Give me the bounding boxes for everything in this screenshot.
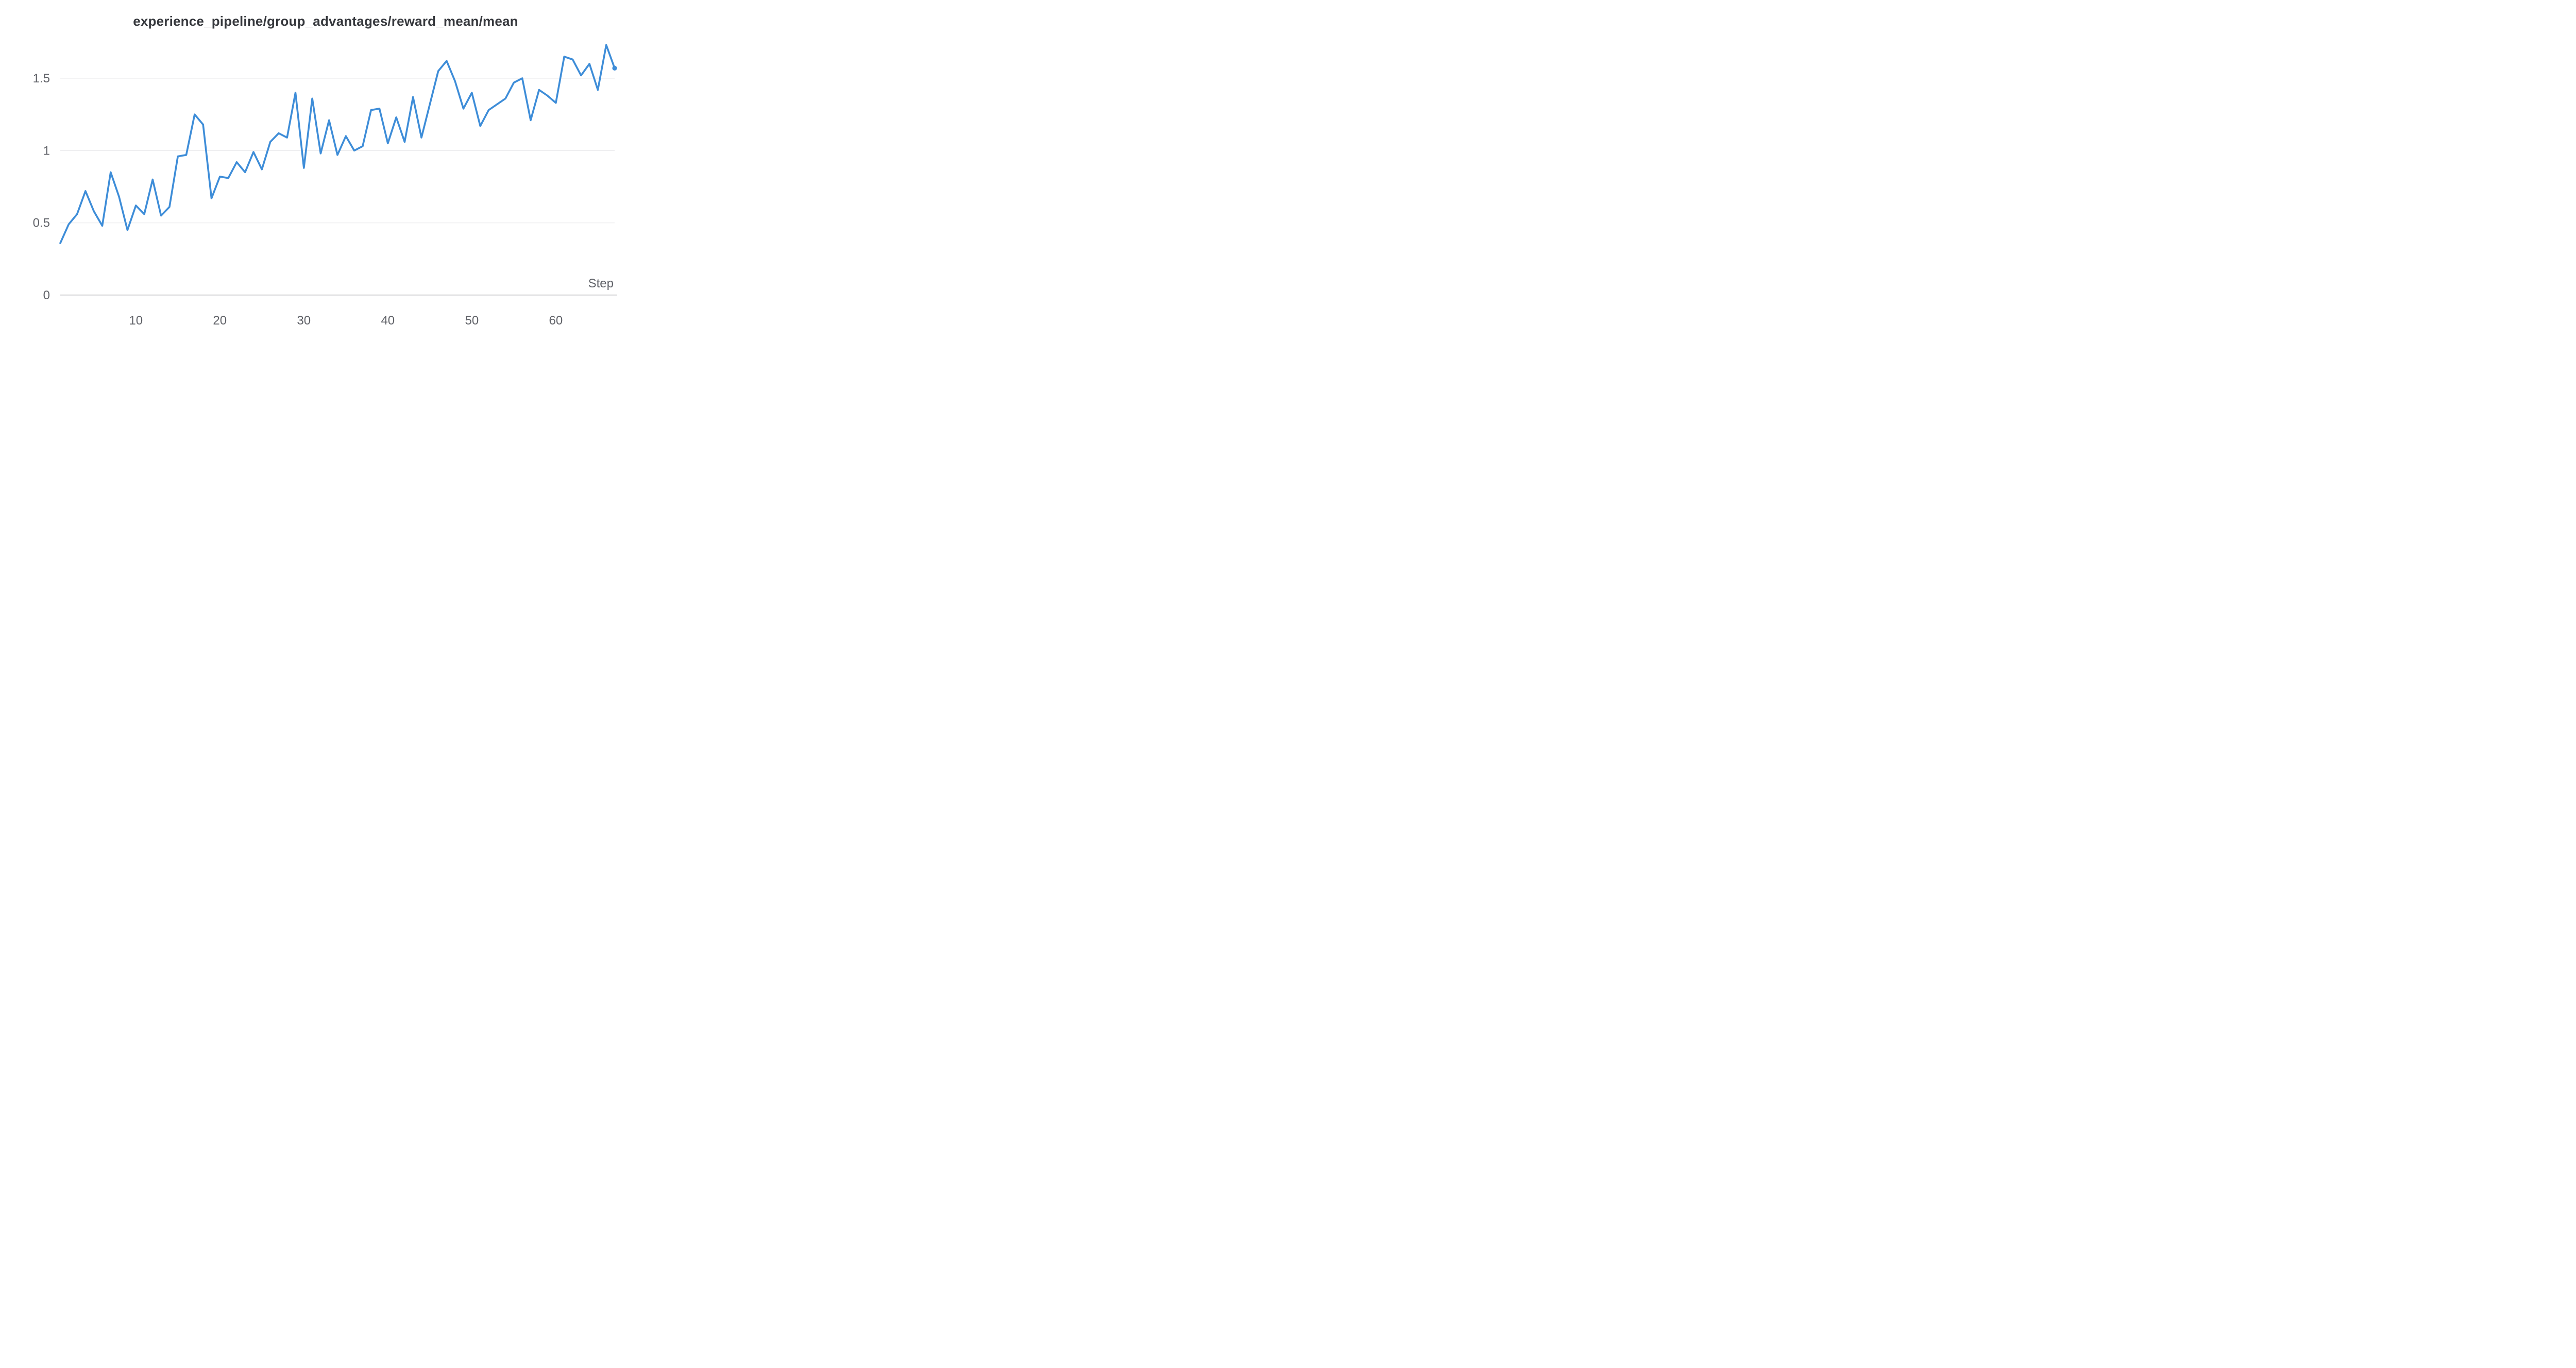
series-line [59, 44, 616, 244]
x-axis-line [60, 294, 617, 296]
x-tick-label: 50 [465, 314, 479, 328]
x-tick-label: 40 [381, 314, 395, 328]
y-tick-label: 0.5 [33, 216, 50, 230]
x-tick-label: 60 [549, 314, 563, 328]
metric-chart-panel[interactable]: experience_pipeline/group_advantages/rew… [0, 0, 651, 342]
x-tick-label: 30 [297, 314, 311, 328]
x-tick-label: 10 [129, 314, 143, 328]
x-axis-title: Step [588, 277, 614, 290]
y-tick-label: 1 [43, 144, 50, 158]
line-chart-plot-area[interactable]: 0 0.5 1 1.5 10 20 30 40 50 60 Step [0, 0, 651, 342]
y-tick-label: 1.5 [33, 72, 50, 86]
chart-title: experience_pipeline/group_advantages/rew… [133, 13, 518, 29]
y-tick-label: 0 [43, 288, 50, 302]
series-end-marker [612, 65, 617, 71]
x-tick-label: 20 [213, 314, 227, 328]
